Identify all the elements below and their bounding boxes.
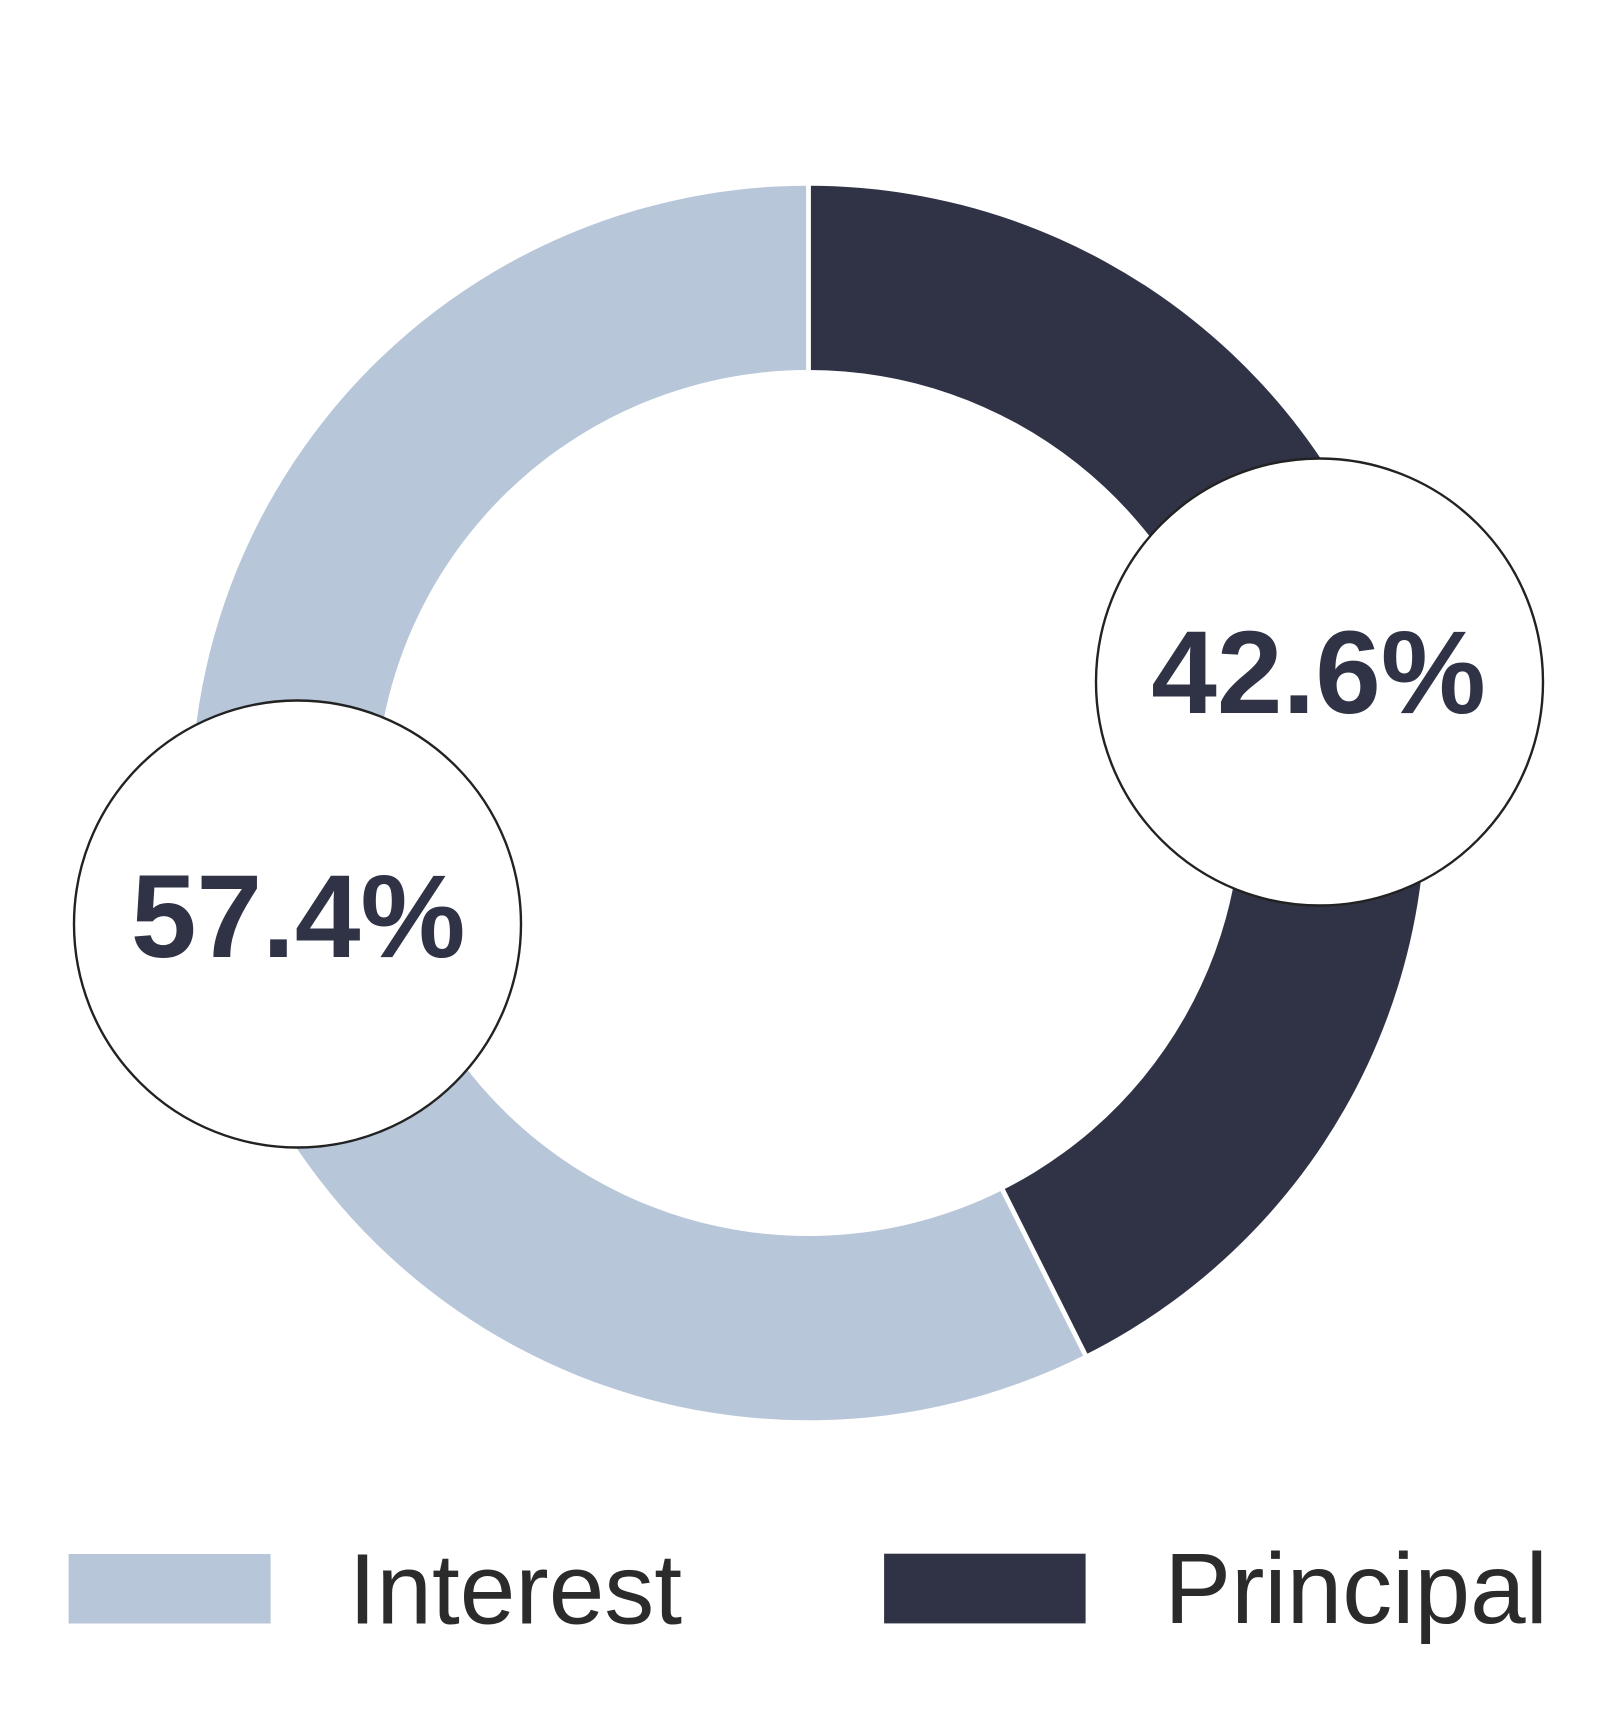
svg-text:Interest: Interest [349, 1533, 683, 1645]
svg-text:42.6%: 42.6% [1151, 607, 1486, 739]
svg-text:57.4%: 57.4% [131, 851, 466, 983]
svg-text:Principal: Principal [1164, 1533, 1548, 1645]
